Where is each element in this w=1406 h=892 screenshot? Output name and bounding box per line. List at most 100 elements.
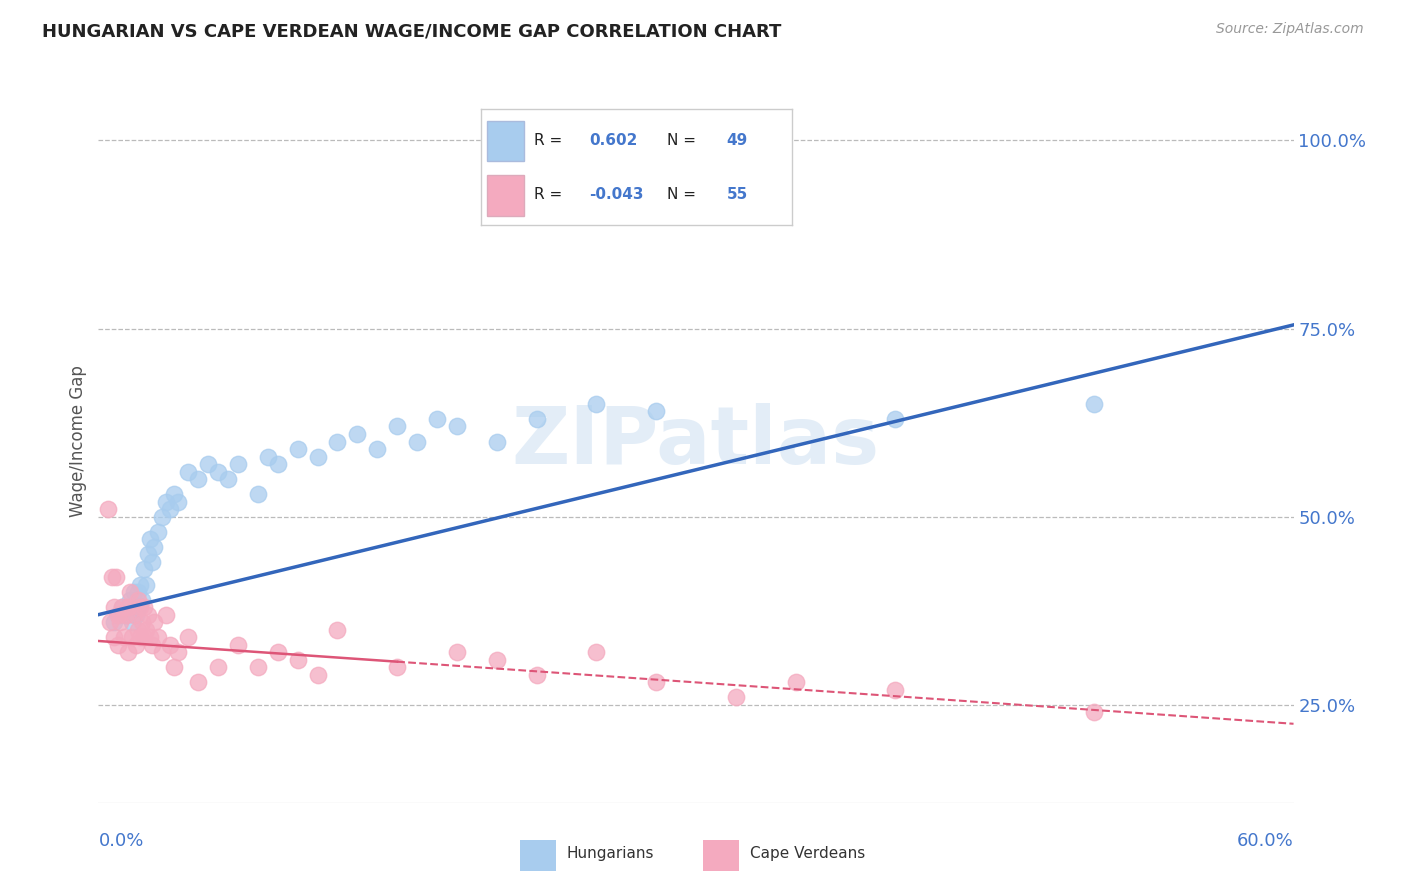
Point <box>129 630 152 644</box>
Text: 0.0%: 0.0% <box>98 831 143 850</box>
Point <box>135 623 157 637</box>
Point <box>159 638 181 652</box>
Point <box>107 607 129 622</box>
Point <box>645 404 668 418</box>
Point <box>346 427 368 442</box>
Point <box>287 442 309 456</box>
Point <box>150 645 173 659</box>
Point <box>485 434 508 449</box>
Point <box>143 540 166 554</box>
Point <box>155 494 177 508</box>
Point <box>107 607 129 622</box>
Point <box>267 645 290 659</box>
Point <box>526 412 548 426</box>
Point <box>307 450 329 464</box>
Point <box>256 450 278 464</box>
Point <box>120 592 142 607</box>
Point <box>107 638 129 652</box>
Point <box>307 668 329 682</box>
Text: HUNGARIAN VS CAPE VERDEAN WAGE/INCOME GAP CORRELATION CHART: HUNGARIAN VS CAPE VERDEAN WAGE/INCOME GA… <box>42 22 782 40</box>
Point <box>585 645 607 659</box>
Point <box>97 502 120 516</box>
Point <box>143 615 166 630</box>
Point <box>131 615 153 630</box>
Point <box>163 660 186 674</box>
Point <box>226 638 249 652</box>
Point <box>105 570 128 584</box>
Point <box>406 434 429 449</box>
Point <box>112 630 135 644</box>
Point <box>136 607 159 622</box>
Point <box>134 600 156 615</box>
Point <box>217 472 239 486</box>
Point <box>127 592 149 607</box>
Point <box>117 645 139 659</box>
Point <box>1083 706 1105 720</box>
Point <box>385 660 409 674</box>
Point <box>129 600 152 615</box>
Point <box>139 533 162 547</box>
Point <box>446 645 468 659</box>
Point <box>287 653 309 667</box>
Text: 60.0%: 60.0% <box>1237 831 1294 850</box>
Point <box>136 548 159 562</box>
Point <box>485 653 508 667</box>
Point <box>155 607 177 622</box>
Point <box>127 600 149 615</box>
Point <box>366 442 388 456</box>
Point <box>326 434 349 449</box>
Point <box>197 457 219 471</box>
Point <box>134 630 156 644</box>
Point <box>1083 397 1105 411</box>
Point <box>187 675 209 690</box>
Point <box>125 638 148 652</box>
Point <box>103 615 125 630</box>
Point <box>124 607 146 622</box>
Text: ZIPatlas: ZIPatlas <box>512 402 880 481</box>
Point <box>167 645 190 659</box>
Point <box>127 623 149 637</box>
Point <box>785 675 807 690</box>
Point <box>117 600 139 615</box>
Point <box>246 487 269 501</box>
Y-axis label: Wage/Income Gap: Wage/Income Gap <box>69 366 87 517</box>
Point <box>98 615 122 630</box>
Point <box>385 419 409 434</box>
Point <box>127 585 149 599</box>
Point <box>115 607 138 622</box>
Point <box>150 509 173 524</box>
Point <box>177 465 200 479</box>
Point <box>884 412 907 426</box>
Point <box>426 412 449 426</box>
Point <box>141 555 163 569</box>
Point <box>446 419 468 434</box>
Point <box>117 600 139 615</box>
Point <box>115 607 138 622</box>
Point <box>148 524 170 539</box>
Point <box>121 630 143 644</box>
Point <box>121 615 143 630</box>
Point <box>207 660 229 674</box>
Point <box>111 600 134 615</box>
Point <box>884 682 907 697</box>
Point <box>124 585 146 599</box>
Point <box>585 397 607 411</box>
Point <box>724 690 747 705</box>
Point <box>125 607 148 622</box>
Point <box>226 457 249 471</box>
Point <box>134 562 156 576</box>
Point <box>526 668 548 682</box>
Point <box>187 472 209 486</box>
Point <box>141 638 163 652</box>
Point <box>120 585 142 599</box>
Point <box>159 502 181 516</box>
Text: Source: ZipAtlas.com: Source: ZipAtlas.com <box>1216 22 1364 37</box>
Point <box>111 600 134 615</box>
Point <box>139 630 162 644</box>
Point <box>163 487 186 501</box>
Point <box>246 660 269 674</box>
Point <box>131 592 153 607</box>
Point <box>645 675 668 690</box>
Point <box>129 577 152 591</box>
Point <box>326 623 349 637</box>
